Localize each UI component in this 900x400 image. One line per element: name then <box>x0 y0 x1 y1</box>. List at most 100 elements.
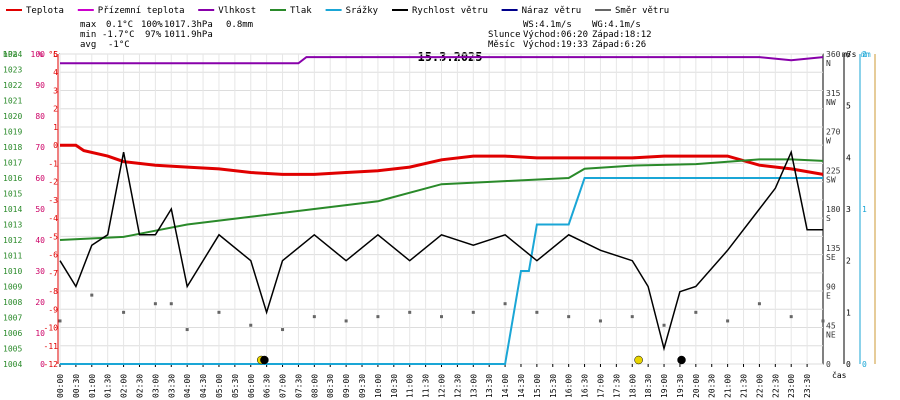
x-tick-label-7: 03:30 <box>167 374 176 398</box>
tick-degc-11: -1 <box>48 159 58 168</box>
axis-title-mm: mm <box>861 50 871 59</box>
x-tick-label-19: 09:30 <box>358 374 367 398</box>
tick-pct-9: 90 <box>35 81 45 90</box>
x-tick-label-45: 22:30 <box>771 374 780 398</box>
tick-hpa-1: 1005 <box>3 345 22 354</box>
x-tick-label-18: 09:00 <box>342 374 351 398</box>
direction-point-5 <box>185 328 189 332</box>
tick-dir-name-2: E <box>826 292 831 301</box>
tick-degc-1: -11 <box>44 342 59 351</box>
x-tick-label-38: 19:00 <box>660 374 669 398</box>
tick-dir-1: 45 <box>826 321 836 330</box>
tick-degc-6: -6 <box>48 251 58 260</box>
direction-point-8 <box>281 328 285 332</box>
direction-point-19 <box>630 315 634 319</box>
axis-title-degc: °C <box>48 50 58 59</box>
info-slunce: Slunce <box>488 30 521 40</box>
tick-hpa-0: 1004 <box>3 360 22 369</box>
tick-degc-5: -7 <box>48 269 58 278</box>
stat-max-hum: 100% <box>141 20 163 30</box>
x-tick-label-13: 06:30 <box>263 374 272 398</box>
direction-point-0 <box>58 319 62 323</box>
tick-dir-name-5: SW <box>826 175 836 184</box>
tick-hpa-16: 1020 <box>3 112 22 121</box>
marker-sunset <box>634 355 643 365</box>
info-mesic: Měsíc <box>488 40 515 50</box>
x-tick-label-31: 15:30 <box>549 374 558 398</box>
legend-label-2: Vlhkost <box>218 6 256 16</box>
legend-label-7: Směr větru <box>615 6 669 16</box>
tick-dir-0: 0 <box>826 360 831 369</box>
direction-point-6 <box>217 310 221 314</box>
x-tick-label-30: 15:00 <box>533 374 542 398</box>
tick-hpa-13: 1017 <box>3 159 22 168</box>
tick-ms-2: 2 <box>846 257 851 266</box>
tick-pct-6: 60 <box>35 174 45 183</box>
direction-point-23 <box>757 302 761 306</box>
tick-degc-9: -3 <box>48 196 58 205</box>
tick-pct-7: 70 <box>35 143 45 152</box>
marker-moonrise <box>677 355 686 365</box>
legend-label-0: Teplota <box>26 6 64 16</box>
tick-hpa-11: 1015 <box>3 190 22 199</box>
tick-hpa-6: 1010 <box>3 267 22 276</box>
info-ws: WS:4.1m/s <box>523 20 572 30</box>
x-tick-label-46: 23:00 <box>787 374 796 398</box>
series-line-2 <box>59 158 824 241</box>
tick-degc-16: 4 <box>53 68 58 77</box>
direction-point-21 <box>694 310 698 314</box>
x-tick-label-0: 00:00 <box>56 374 65 398</box>
direction-point-4 <box>169 302 173 306</box>
x-tick-label-29: 14:30 <box>517 374 526 398</box>
x-tick-label-20: 10:00 <box>374 374 383 398</box>
tick-dir-7: 315 <box>826 89 841 98</box>
axis-title-ms: m/s <box>842 50 857 59</box>
tick-pct-10: 100 <box>31 50 46 59</box>
x-tick-label-28: 14:00 <box>501 374 510 398</box>
tick-pct-3: 30 <box>35 267 45 276</box>
tick-hpa-2: 1006 <box>3 329 22 338</box>
direction-point-24 <box>789 315 793 319</box>
legend-label-1: Přízemní teplota <box>98 6 185 16</box>
x-tick-label-16: 08:00 <box>310 374 319 398</box>
direction-point-13 <box>440 315 443 319</box>
direction-point-15 <box>503 302 507 306</box>
tick-hpa-10: 1014 <box>3 205 22 214</box>
tick-dir-name-7: NW <box>826 98 836 107</box>
x-tick-label-17: 08:30 <box>326 374 335 398</box>
direction-point-10 <box>344 319 348 323</box>
x-tick-label-1: 00:30 <box>72 374 81 398</box>
x-tick-label-2: 01:00 <box>88 374 97 398</box>
x-tick-label-24: 12:00 <box>438 374 447 398</box>
x-tick-label-26: 13:00 <box>469 374 478 398</box>
tick-degc-13: 1 <box>53 123 58 132</box>
marker-moonset <box>260 355 269 365</box>
info-slunce-vychod: Východ:06:20 <box>523 30 588 40</box>
x-tick-label-5: 02:30 <box>135 374 144 398</box>
stat-min-hum: 97% <box>145 30 162 40</box>
tick-pct-8: 80 <box>35 112 45 121</box>
x-tick-label-41: 20:30 <box>708 374 717 398</box>
tick-hpa-20: 1024 <box>3 50 22 59</box>
direction-point-18 <box>598 319 602 323</box>
tick-degc-4: -8 <box>48 287 58 296</box>
tick-hpa-8: 1012 <box>3 236 22 245</box>
info-wg: WG:4.1m/s <box>592 20 641 30</box>
tick-hpa-14: 1018 <box>3 143 22 152</box>
stat-max-temp: 0.1°C <box>106 20 133 30</box>
tick-hpa-18: 1022 <box>3 81 22 90</box>
x-tick-label-34: 17:00 <box>596 374 605 398</box>
x-tick-label-44: 22:00 <box>755 374 764 398</box>
tick-degc-0: -12 <box>44 360 59 369</box>
tick-dir-name-8: N <box>826 59 831 68</box>
stat-min-temp: -1.7°C <box>102 30 135 40</box>
legend-label-6: Náraz větru <box>522 6 582 16</box>
tick-hpa-5: 1009 <box>3 283 22 292</box>
tick-ms-3: 3 <box>846 205 851 214</box>
tick-hpa-12: 1016 <box>3 174 22 183</box>
tick-degc-15: 3 <box>53 86 58 95</box>
direction-point-22 <box>726 319 730 323</box>
direction-point-17 <box>567 315 571 319</box>
x-tick-label-37: 18:30 <box>644 374 653 398</box>
